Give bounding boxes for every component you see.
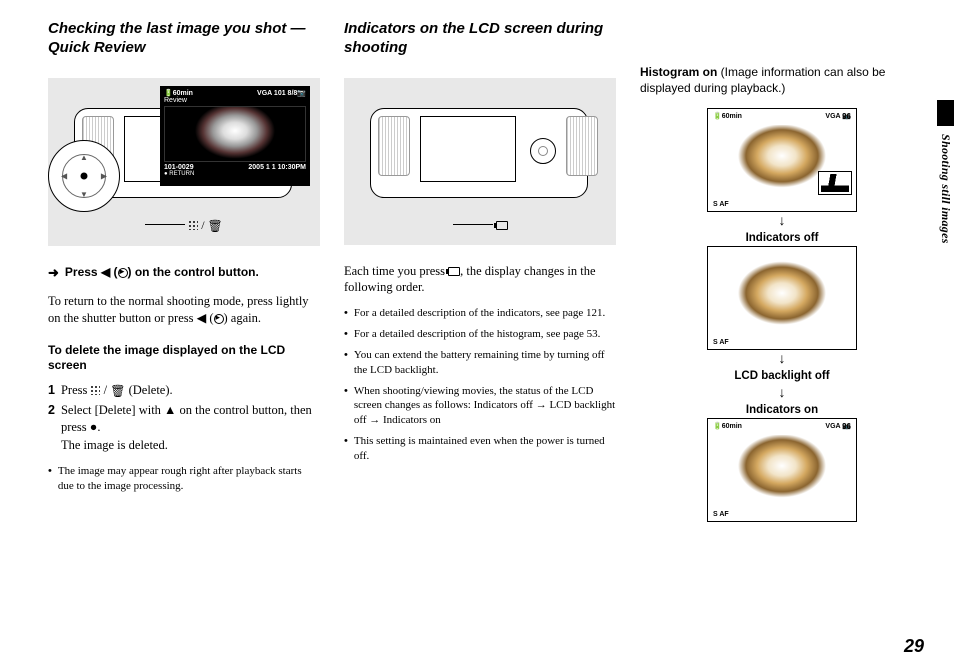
indicator-note-item: For a detailed description of the indica… (344, 306, 616, 321)
rs-review-label: Review (164, 97, 306, 104)
indicator-note-item: When shooting/viewing movies, the status… (344, 384, 616, 429)
trash-label-line: / 🗑 (58, 218, 310, 234)
grid-icon (188, 220, 198, 230)
dog-photo-icon (722, 257, 842, 339)
column-quick-review: Checking the last image you shot — Quick… (48, 20, 320, 522)
rs-datetime: 2005 1 1 10:30PM (248, 164, 306, 171)
rs-file: 101-0029 (164, 164, 194, 171)
indicator-note-item: For a detailed description of the histog… (344, 327, 616, 342)
lcd-indicators-off: S AF (707, 246, 857, 350)
lcd-histogram-on: 🔋60minVGA 📷 96 S AF (707, 108, 857, 212)
figure-camera-indicators (344, 78, 616, 245)
display-icon (496, 221, 508, 230)
dpad-icon: ▲▼◀▶ (48, 140, 120, 212)
arrow-down-icon: ↓ (779, 214, 786, 230)
arrow-down-icon: ↓ (779, 352, 786, 368)
delete-heading: To delete the image displayed on the LCD… (48, 343, 320, 374)
section-tab-label: Shooting still images (938, 134, 953, 244)
arrow-right-icon: ➜ (48, 264, 59, 282)
figure-camera-review: ▲▼◀▶ 🔋60min VGA 101 8/8📷 Review 101-0029… (48, 78, 320, 246)
intro-text: Each time you press , the display change… (344, 263, 616, 297)
rs-photo-icon (164, 106, 306, 162)
histogram-caption: Histogram on (Image information can also… (640, 64, 924, 96)
col1-note: The image may appear rough right after p… (48, 464, 320, 494)
trash-icon: 🗑 (208, 219, 223, 234)
display-icon (448, 267, 460, 276)
rs-vga: VGA (257, 90, 272, 97)
arrow-down-icon: ↓ (779, 386, 786, 402)
rs-counter: 101 8/8 (274, 90, 297, 97)
page-number: 29 (904, 636, 924, 657)
stage-indicators-off: Indicators off (746, 232, 819, 244)
section-tab: Shooting still images (937, 100, 954, 280)
press-instruction: ➜ Press ◀ () on the control button. (48, 264, 320, 282)
grid-icon (90, 385, 100, 395)
return-text: To return to the normal shooting mode, p… (48, 293, 320, 327)
heading-indicators: Indicators on the LCD screen during shoo… (344, 20, 616, 58)
review-lcd-overlay: 🔋60min VGA 101 8/8📷 Review 101-0029 2005… (160, 86, 310, 186)
column-indicators: Indicators on the LCD screen during shoo… (344, 20, 616, 522)
histogram-icon (818, 171, 852, 195)
dog-photo-icon (722, 435, 842, 505)
stage-indicators-on: Indicators on (746, 404, 818, 416)
indicator-notes: For a detailed description of the indica… (344, 306, 616, 464)
indicator-note-item: You can extend the battery remaining tim… (344, 348, 616, 378)
heading-quick-review: Checking the last image you shot — Quick… (48, 20, 320, 58)
rs-return: RETURN (169, 171, 194, 177)
delete-steps: 1Press / 🗑 (Delete). 2Select [Delete] wi… (48, 382, 320, 454)
display-button-label (354, 218, 606, 233)
step2-text: Select [Delete] with ▲ on the control bu… (61, 402, 320, 455)
trash-icon: 🗑 (110, 383, 125, 400)
indicator-note-item: This setting is maintained even when the… (344, 434, 616, 464)
quick-review-icon (214, 314, 224, 324)
stage-backlight-off: LCD backlight off (734, 370, 829, 382)
rs-battery: 60min (173, 90, 193, 97)
control-dial-icon (530, 138, 556, 164)
lcd-indicators-on: 🔋60minVGA 📷 96 S AF (707, 418, 857, 522)
column-histogram: Histogram on (Image information can also… (640, 20, 924, 522)
quick-review-icon (118, 268, 128, 278)
